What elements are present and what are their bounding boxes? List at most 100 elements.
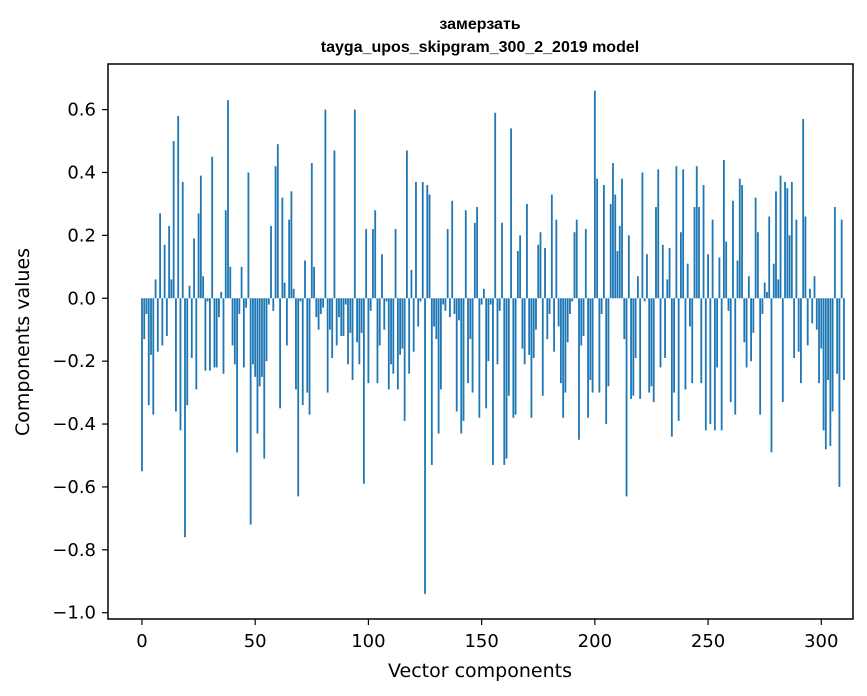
- bar-287: [790, 181, 793, 299]
- bar-159: [501, 222, 503, 299]
- bar-305: [831, 298, 834, 412]
- bar-146: [471, 298, 474, 393]
- bar-9: [161, 298, 164, 346]
- bar-258: [725, 241, 728, 299]
- bar-137: [451, 200, 454, 299]
- bar-12: [168, 225, 171, 299]
- bar-201: [596, 178, 599, 299]
- bar-78: [317, 298, 320, 330]
- chart-subtitle: tayga_upos_skipgram_300_2_2019 model: [321, 39, 639, 56]
- bar-222: [643, 298, 646, 302]
- bar-136: [449, 298, 451, 318]
- bar-285: [786, 188, 789, 299]
- bar-67: [292, 288, 295, 299]
- x-tick-label: 0: [136, 631, 147, 652]
- bar-121: [415, 181, 417, 299]
- bar-247: [700, 298, 703, 384]
- bar-304: [829, 298, 832, 447]
- bar-150: [480, 298, 483, 305]
- bar-239: [682, 169, 685, 299]
- bar-41: [233, 298, 236, 365]
- bar-248: [702, 185, 705, 299]
- bar-197: [587, 298, 589, 418]
- bar-251: [709, 298, 712, 425]
- bar-229: [659, 298, 662, 368]
- bar-33: [215, 298, 218, 368]
- bar-3: [147, 298, 150, 406]
- y-tick-label: −1.0: [52, 603, 96, 624]
- bar-189: [569, 298, 571, 314]
- bar-128: [430, 298, 433, 465]
- bar-84: [331, 298, 334, 359]
- bar-206: [607, 298, 610, 387]
- bar-95: [356, 298, 358, 343]
- bar-141: [460, 298, 463, 434]
- bar-191: [573, 232, 576, 299]
- bar-212: [621, 178, 623, 299]
- bar-131: [437, 298, 440, 434]
- bar-289: [795, 219, 798, 299]
- bar-60: [276, 144, 279, 299]
- bar-158: [498, 298, 501, 311]
- bar-79: [319, 298, 322, 314]
- bar-211: [618, 225, 621, 299]
- bar-217: [632, 298, 635, 396]
- bar-89: [342, 298, 345, 336]
- bar-81: [324, 109, 327, 299]
- bar-274: [761, 298, 764, 314]
- bar-256: [720, 298, 723, 431]
- bar-13: [170, 279, 173, 299]
- bar-145: [469, 298, 472, 340]
- y-tick-label: 0.6: [67, 100, 96, 121]
- bar-269: [750, 298, 752, 362]
- bar-163: [510, 128, 512, 299]
- bar-280: [775, 191, 777, 299]
- bar-16: [177, 115, 180, 299]
- bar-43: [238, 298, 241, 314]
- bar-233: [668, 247, 671, 299]
- bar-72: [304, 260, 306, 299]
- bar-40: [231, 298, 234, 346]
- bar-271: [754, 197, 757, 299]
- x-tick-label: 100: [351, 631, 385, 652]
- bar-160: [503, 298, 506, 465]
- bar-4: [150, 298, 152, 355]
- bar-236: [675, 166, 678, 299]
- bar-123: [419, 298, 422, 302]
- bar-164: [512, 298, 515, 418]
- bar-6: [154, 279, 157, 299]
- bar-58: [272, 298, 275, 311]
- bar-73: [306, 298, 309, 393]
- bar-108: [385, 298, 388, 302]
- y-tick-label: −0.2: [52, 351, 96, 372]
- bar-52: [258, 298, 261, 387]
- bar-174: [535, 298, 537, 330]
- x-axis-ticks: 0 50 100 150 200 250 300: [136, 619, 838, 652]
- bar-209: [614, 194, 617, 299]
- bar-22: [190, 298, 193, 359]
- bar-292: [802, 119, 805, 299]
- bar-245: [695, 166, 698, 299]
- bar-114: [399, 298, 402, 355]
- bar-216: [630, 298, 632, 399]
- bar-26: [199, 175, 202, 299]
- bar-25: [197, 213, 200, 299]
- bar-213: [623, 298, 626, 340]
- bar-242: [689, 298, 691, 327]
- bar-38: [227, 100, 229, 299]
- x-tick-label: 200: [578, 631, 612, 652]
- bar-30: [208, 298, 211, 371]
- bar-62: [281, 197, 284, 299]
- bar-102: [372, 229, 374, 299]
- bar-250: [707, 254, 709, 299]
- chart-title: замерзать: [439, 16, 520, 33]
- bar-59: [274, 166, 277, 299]
- bar-224: [648, 298, 651, 393]
- bar-42: [236, 298, 238, 453]
- bar-68: [295, 298, 297, 390]
- bar-171: [528, 298, 531, 355]
- bar-187: [564, 298, 567, 393]
- bar-51: [256, 298, 259, 434]
- bar-94: [353, 109, 356, 299]
